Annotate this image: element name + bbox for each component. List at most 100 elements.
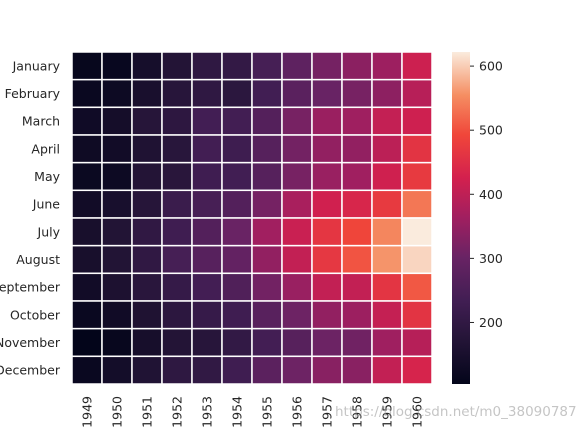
heatmap-cell [311, 300, 343, 330]
y-tick-label: September [0, 280, 61, 295]
heatmap-cell [311, 78, 343, 109]
heatmap-cell [101, 189, 133, 219]
heatmap-cell [401, 272, 433, 302]
heatmap-cell [71, 355, 103, 385]
heatmap-cell [341, 300, 373, 330]
heatmap-cell [161, 78, 193, 109]
heatmap-cell [311, 355, 343, 385]
heatmap-cell [161, 161, 193, 192]
heatmap-cell [401, 355, 433, 385]
y-tick-label: October [10, 307, 61, 322]
heatmap-cell [251, 272, 283, 302]
heatmap-cell [161, 51, 193, 81]
x-tick-label: 1957 [320, 396, 335, 428]
heatmap-cell [131, 244, 163, 275]
heatmap-cell [191, 106, 223, 136]
heatmap-cell [281, 161, 313, 192]
colorbar-gradient [452, 52, 470, 384]
heatmap-cell [191, 161, 223, 192]
y-tick-label: November [0, 335, 61, 350]
heatmap-cell [251, 300, 283, 330]
heatmap-cell [221, 327, 253, 358]
heatmap-cell [221, 272, 253, 302]
colorbar-tick-label: 500 [479, 123, 503, 138]
heatmap-cell [281, 106, 313, 136]
heatmap-cell [71, 106, 103, 136]
heatmap-cells [71, 51, 433, 385]
heatmap-cell [401, 327, 433, 358]
heatmap-cell [251, 134, 283, 164]
y-tick-label: May [34, 169, 60, 184]
heatmap-cell [251, 217, 283, 247]
heatmap-cell [281, 272, 313, 302]
x-tick-label: 1953 [200, 396, 215, 428]
heatmap-cell [71, 78, 103, 109]
heatmap-cell [341, 134, 373, 164]
y-tick-labels: January February March April May June July Augu… [0, 58, 61, 377]
heatmap-cell [191, 51, 223, 81]
heatmap-cell [191, 78, 223, 109]
heatmap-cell [221, 106, 253, 136]
x-tick-label: 1952 [170, 396, 185, 428]
heatmap-cell [71, 134, 103, 164]
heatmap-cell [311, 272, 343, 302]
heatmap-cell [221, 300, 253, 330]
heatmap-cell [101, 355, 133, 385]
heatmap-cell [371, 217, 403, 247]
heatmap-cell [281, 134, 313, 164]
heatmap-cell [341, 217, 373, 247]
heatmap-cell [281, 300, 313, 330]
heatmap-cell [341, 244, 373, 275]
heatmap-cell [161, 134, 193, 164]
heatmap-cell [131, 189, 163, 219]
heatmap-cell [161, 272, 193, 302]
heatmap-cell [101, 51, 133, 81]
heatmap-cell [71, 189, 103, 219]
heatmap-cell [341, 161, 373, 192]
heatmap-cell [101, 300, 133, 330]
heatmap-cell [101, 106, 133, 136]
heatmap-cell [131, 161, 163, 192]
heatmap-cell [71, 244, 103, 275]
heatmap-cell [401, 161, 433, 192]
heatmap-cell [251, 244, 283, 275]
colorbar-tick-label: 600 [479, 59, 503, 74]
heatmap-cell [341, 106, 373, 136]
heatmap-cell [101, 78, 133, 109]
heatmap-cell [191, 134, 223, 164]
x-tick-label: 1951 [140, 396, 155, 428]
heatmap-cell [311, 244, 343, 275]
heatmap-cell [371, 106, 403, 136]
heatmap-cell [161, 106, 193, 136]
y-tick-label: April [31, 141, 60, 156]
y-tick-label: February [5, 86, 61, 101]
heatmap-cell [401, 217, 433, 247]
x-tick-label: 1958 [350, 396, 365, 428]
heatmap-cell [221, 134, 253, 164]
heatmap-cell [161, 189, 193, 219]
heatmap-cell [221, 244, 253, 275]
heatmap-cell [191, 244, 223, 275]
y-tick-label: January [12, 58, 61, 73]
heatmap-cell [401, 78, 433, 109]
heatmap-cell [251, 327, 283, 358]
y-tick-label: December [0, 363, 61, 378]
heatmap-cell [131, 134, 163, 164]
x-tick-label: 1956 [290, 396, 305, 428]
y-tick-label: June [32, 197, 61, 212]
heatmap-cell [191, 355, 223, 385]
heatmap-cell [311, 327, 343, 358]
heatmap-cell [371, 327, 403, 358]
heatmap-cell [71, 300, 103, 330]
heatmap-cell [401, 244, 433, 275]
heatmap-cell [341, 327, 373, 358]
heatmap-cell [311, 161, 343, 192]
heatmap-cell [191, 272, 223, 302]
heatmap-cell [341, 272, 373, 302]
heatmap-cell [71, 217, 103, 247]
heatmap-cell [131, 327, 163, 358]
y-tick-label: July [37, 224, 61, 239]
heatmap-cell [131, 272, 163, 302]
heatmap-cell [101, 244, 133, 275]
